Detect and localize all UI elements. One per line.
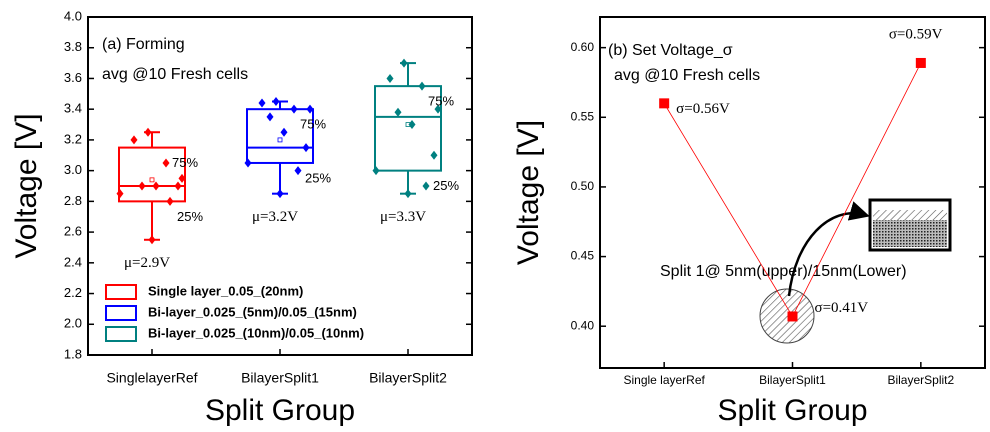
data-point <box>272 97 280 106</box>
q3-label: 75% <box>428 94 454 109</box>
box <box>246 108 314 164</box>
q1-label: 25% <box>433 178 459 193</box>
annotation: (a) Forming <box>102 36 185 53</box>
annotation: avg @10 Fresh cells <box>614 67 760 84</box>
data-point <box>116 189 124 199</box>
data-point <box>394 107 402 117</box>
x-tick-label: Single layerRef <box>623 373 705 387</box>
data-point <box>302 143 310 153</box>
data-point <box>787 311 798 322</box>
data-point <box>386 73 394 83</box>
highlight-circle <box>759 288 815 344</box>
arrow <box>787 201 870 297</box>
data-point <box>258 98 266 108</box>
data-point <box>430 150 438 160</box>
data-point <box>144 127 152 137</box>
q3-label: 75% <box>172 155 198 170</box>
data-point <box>418 81 426 91</box>
box <box>374 85 442 172</box>
data-point <box>162 158 170 168</box>
mean-label: μ=3.2V <box>252 209 298 225</box>
y-axis-title: Voltage [V] <box>512 120 545 265</box>
x-axis-title: Split Group <box>717 394 867 427</box>
data-point <box>434 104 442 114</box>
data-point <box>290 104 298 114</box>
mean-marker <box>277 137 283 143</box>
annotation: Split 1@ 5nm(upper)/15nm(Lower) <box>660 263 907 280</box>
y-tick-label: 0.55 <box>571 109 595 123</box>
y-tick-label: 4.0 <box>64 8 82 23</box>
x-tick-label: BilayerSplit1 <box>759 373 826 387</box>
data-point <box>408 120 416 130</box>
data-point <box>178 173 186 183</box>
box <box>118 146 186 203</box>
data-point <box>372 166 380 176</box>
legend-swatch <box>105 305 137 321</box>
y-tick-label: 3.4 <box>64 101 82 116</box>
mean-label: μ=3.3V <box>380 209 426 225</box>
data-point <box>306 104 314 114</box>
annotation: avg @10 Fresh cells <box>102 66 248 83</box>
value-label: σ=0.56V <box>676 101 730 117</box>
y-tick-label: 0.60 <box>571 40 595 54</box>
q1-label: 25% <box>305 170 331 185</box>
mean-label: μ=2.9V <box>124 255 170 271</box>
y-tick-label: 0.45 <box>571 249 595 263</box>
legend-label: Bi-layer_0.025_(10nm)/0.05_(10nm) <box>148 325 364 340</box>
value-label: σ=0.41V <box>815 300 869 316</box>
legend-label: Single layer_0.05_(20nm) <box>148 283 303 298</box>
y-tick-label: 3.6 <box>64 70 82 85</box>
annotation: (b) Set Voltage_σ <box>608 42 733 59</box>
data-point <box>130 135 138 145</box>
mean-marker <box>149 177 155 183</box>
y-axis-title: Voltage [V] <box>10 113 43 258</box>
data-point <box>138 181 146 191</box>
data-point <box>174 181 182 191</box>
y-tick-label: 0.40 <box>571 318 595 332</box>
y-tick-label: 2.2 <box>64 285 82 300</box>
data-point <box>404 189 412 199</box>
q1-label: 25% <box>177 209 203 224</box>
data-point <box>400 58 408 68</box>
data-point <box>294 166 302 176</box>
data-point <box>166 196 174 206</box>
y-tick-label: 2.8 <box>64 193 82 208</box>
y-tick-label: 2.0 <box>64 316 82 331</box>
y-tick-label: 2.4 <box>64 254 82 269</box>
legend-swatch <box>105 284 137 300</box>
data-point <box>422 181 430 191</box>
y-tick-label: 3.8 <box>64 39 82 54</box>
data-point <box>244 158 252 168</box>
y-tick-label: 3.0 <box>64 162 82 177</box>
x-tick-label: BilayerSplit1 <box>241 370 319 386</box>
q3-label: 75% <box>300 117 326 132</box>
y-tick-label: 2.6 <box>64 224 82 239</box>
data-point <box>915 57 926 68</box>
value-label: σ=0.59V <box>889 26 943 42</box>
legend-label: Bi-layer_0.025_(5nm)/0.05_(15nm) <box>148 304 357 319</box>
x-tick-label: SinglelayerRef <box>106 370 197 386</box>
y-tick-label: 3.2 <box>64 131 82 146</box>
data-point <box>152 181 160 191</box>
x-tick-label: BilayerSplit2 <box>369 370 447 386</box>
data-point <box>659 98 670 109</box>
layer-inset <box>868 198 952 252</box>
data-point <box>148 235 156 245</box>
x-tick-label: BilayerSplit2 <box>887 373 954 387</box>
data-point <box>280 127 288 137</box>
legend-swatch <box>105 326 137 342</box>
y-tick-label: 0.50 <box>571 179 595 193</box>
data-point <box>276 189 284 199</box>
data-point <box>266 112 274 122</box>
x-axis-title: Split Group <box>205 394 355 427</box>
y-tick-label: 1.8 <box>64 346 82 361</box>
